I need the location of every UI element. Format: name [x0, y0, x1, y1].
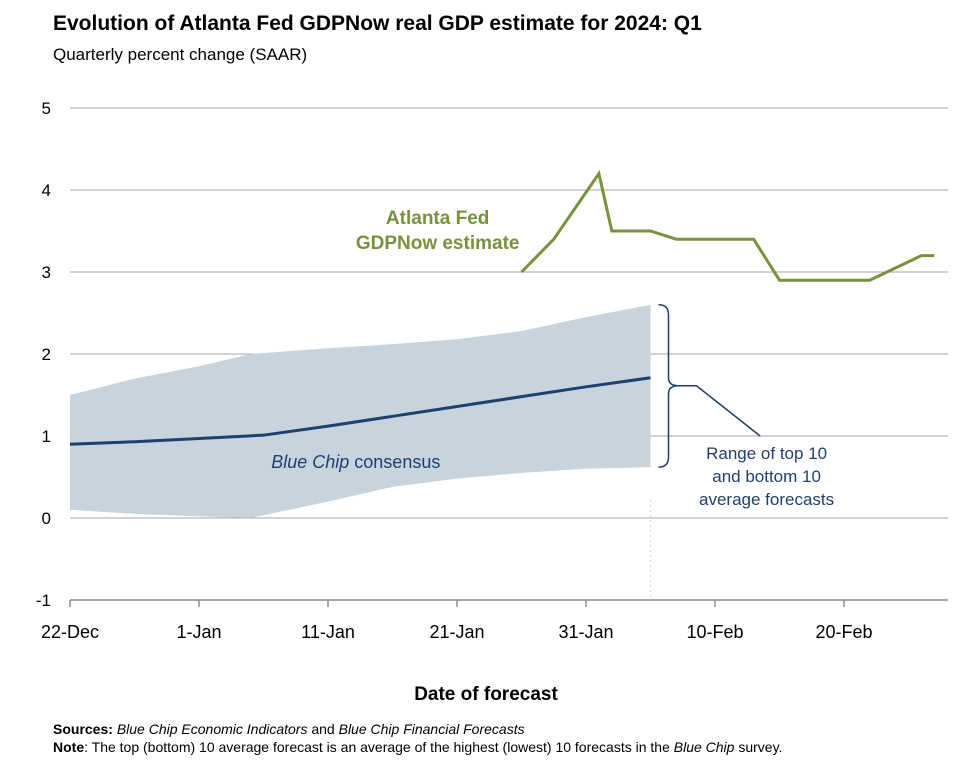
consensus-line [69, 376, 651, 446]
consensus-label: Blue Chip consensus [271, 452, 440, 472]
x-tick-label: 20-Feb [815, 622, 872, 642]
y-tick-label: 0 [42, 509, 51, 528]
axes: -1 0 1 2 3 4 5 22-Dec 1-Jan 11-Jan 21-Jan 31-Jan 10-… [36, 99, 948, 642]
sources-line: Sources: Blue Chip Economic Indicators a… [53, 720, 933, 738]
sources-italic-2: Blue Chip Financial Forecasts [338, 721, 525, 737]
range-label: and bottom 10 [712, 467, 821, 486]
chart-subtitle: Quarterly percent change (SAAR) [53, 45, 308, 64]
range-band-layer [70, 304, 651, 518]
note-text-2: survey. [734, 739, 783, 755]
note-italic: Blue Chip [673, 739, 735, 755]
annotations: Atlanta Fed GDPNow estimate Blue Chip cons… [271, 208, 834, 509]
series-layer [69, 169, 935, 446]
note-text-1: : The top (bottom) 10 average forecast i… [84, 739, 674, 755]
sources-and: and [307, 721, 339, 737]
y-tick-label: 5 [42, 99, 51, 118]
note-label: Note [53, 739, 85, 755]
range-band [70, 304, 651, 518]
gdpnow-label: GDPNow estimate [356, 233, 520, 254]
range-leader-line [678, 385, 761, 437]
note-line: Note: The top (bottom) 10 average foreca… [53, 738, 933, 756]
sources-italic-1: Blue Chip Economic Indicators [116, 721, 308, 737]
x-tick-label: 21-Jan [429, 622, 484, 642]
x-tick-label: 1-Jan [176, 622, 221, 642]
y-tick-label: 3 [42, 263, 51, 282]
x-tick-label: 31-Jan [558, 622, 613, 642]
x-tick-label: 11-Jan [301, 622, 355, 642]
range-label: Range of top 10 [706, 444, 827, 463]
footnotes: Sources: Blue Chip Economic Indicators a… [53, 720, 933, 756]
gdpnow-line [520, 169, 935, 282]
y-tick-label: -1 [36, 591, 51, 610]
chart-title: Evolution of Atlanta Fed GDPNow real GDP… [53, 12, 702, 35]
range-brace [658, 304, 679, 468]
range-label: average forecasts [699, 490, 834, 509]
y-tick-label: 1 [42, 427, 51, 446]
y-tick-label: 2 [42, 345, 51, 364]
sources-label: Sources: [53, 721, 113, 737]
x-tick-label: 10-Feb [686, 622, 743, 642]
y-tick-label: 4 [42, 181, 51, 200]
x-axis-title: Date of forecast [414, 684, 558, 705]
x-tick-label: 22-Dec [41, 622, 99, 642]
gdpnow-label: Atlanta Fed [386, 208, 489, 229]
